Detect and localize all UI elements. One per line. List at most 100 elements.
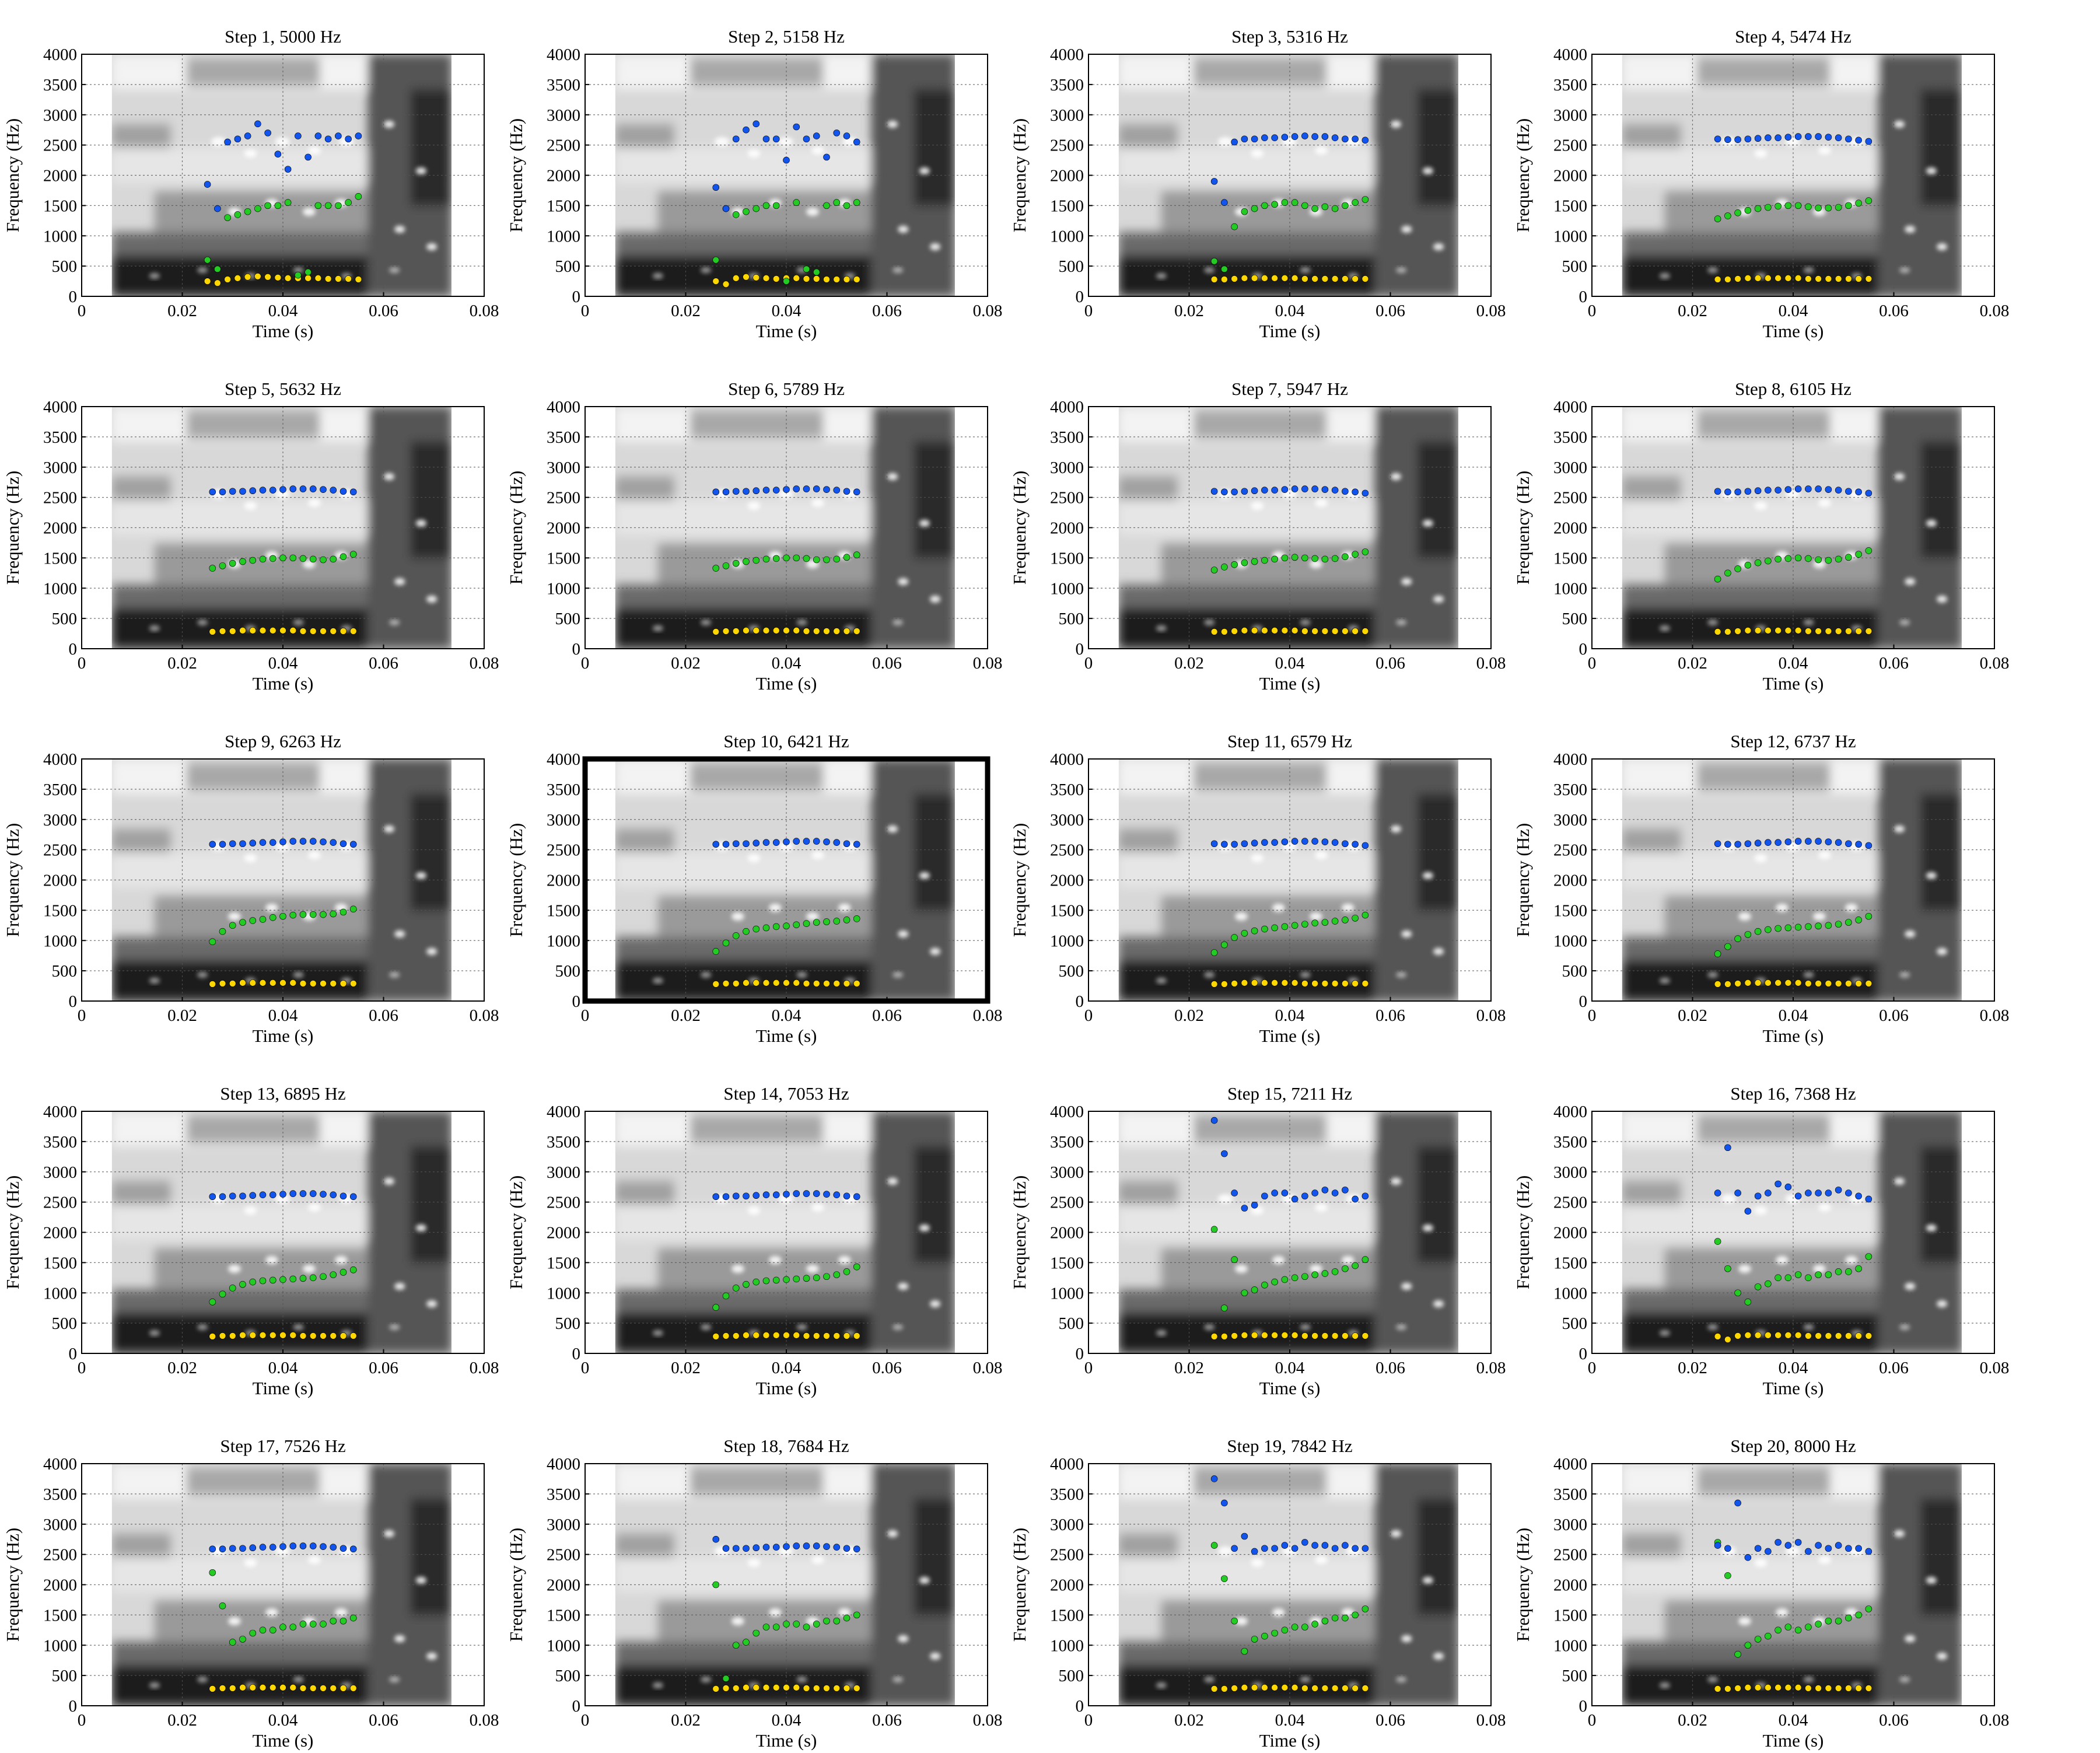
data-point	[1321, 203, 1329, 211]
data-point	[1865, 489, 1873, 497]
data-point	[732, 1192, 740, 1200]
data-point	[1271, 627, 1278, 634]
data-point	[1221, 276, 1228, 283]
x-tick-label: 0.08	[973, 1006, 1003, 1025]
data-point	[793, 275, 800, 282]
data-point	[239, 1192, 246, 1200]
data-point	[239, 919, 246, 926]
y-tick-label: 4000	[1553, 1455, 1587, 1474]
y-tick-label: 500	[555, 257, 581, 276]
x-tick-label: 0.06	[1376, 1359, 1405, 1377]
data-point	[1734, 209, 1741, 216]
panel-title: Step 6, 5789 Hz	[728, 379, 845, 399]
data-point	[349, 905, 357, 913]
data-point	[783, 1543, 790, 1550]
y-tick-labels: 0 500 1000 1500 2000 2500 3000 3500 4000	[547, 1103, 589, 1363]
data-point	[722, 205, 730, 212]
data-point	[1362, 196, 1369, 203]
data-point	[752, 1278, 760, 1286]
data-point	[249, 487, 257, 495]
data-point	[1744, 1554, 1752, 1561]
data-point	[1241, 1332, 1248, 1339]
y-tick-label: 500	[52, 962, 78, 981]
x-tick-label: 0	[581, 1006, 590, 1025]
y-tick-label: 500	[1562, 962, 1588, 981]
data-point	[289, 1684, 297, 1691]
data-point	[1765, 204, 1772, 211]
x-tick-label: 0.02	[1174, 1006, 1204, 1025]
data-point	[335, 275, 342, 282]
y-tick-label: 4000	[547, 398, 580, 417]
y-tick-label: 0	[572, 1697, 581, 1716]
series-3	[204, 120, 362, 212]
panel-step-17: 0 0.02 0.04 0.06 0.08 0 500 1000 1500 2000 2500 300…	[2, 1436, 499, 1751]
data-point	[1301, 628, 1308, 635]
y-tick-label: 1500	[547, 901, 580, 920]
data-point	[1241, 627, 1248, 634]
data-point	[793, 1275, 800, 1283]
data-point	[1805, 1332, 1812, 1339]
x-tick-label: 0	[78, 654, 86, 673]
y-tick-label: 3000	[1553, 1163, 1587, 1182]
data-point	[843, 276, 850, 283]
data-point	[1714, 1685, 1721, 1692]
panel-step-18: 0 0.02 0.04 0.06 0.08 0 500 1000 1500 2000 2500 300…	[506, 1436, 1002, 1751]
y-tick-labels: 0 500 1000 1500 2000 2500 3000 3500 4000	[1050, 1103, 1093, 1363]
y-tick-label: 1500	[1050, 901, 1084, 920]
x-tick-label: 0	[581, 302, 590, 320]
data-point	[1845, 840, 1852, 848]
data-point	[204, 181, 211, 188]
data-point	[1825, 628, 1832, 635]
series-3	[1714, 1499, 1873, 1561]
data-point	[1311, 980, 1318, 987]
data-point	[1221, 941, 1228, 949]
data-point	[1724, 1336, 1731, 1343]
data-point	[1241, 930, 1248, 937]
data-point	[1845, 554, 1852, 561]
data-point	[793, 1332, 800, 1339]
data-point	[355, 132, 362, 139]
data-point	[1210, 178, 1218, 185]
data-point	[1321, 980, 1329, 987]
data-point	[324, 275, 332, 282]
y-tick-label: 1500	[1553, 549, 1587, 568]
y-tick-label: 3000	[1050, 811, 1084, 830]
data-point	[1210, 949, 1218, 956]
data-point	[1241, 1289, 1248, 1297]
data-point	[1221, 564, 1228, 571]
x-tick-label: 0.02	[1174, 1359, 1204, 1377]
data-point	[345, 135, 352, 143]
data-point	[1311, 555, 1318, 562]
data-point	[1734, 935, 1741, 942]
data-point	[793, 554, 800, 562]
data-point	[1774, 202, 1782, 210]
data-point	[340, 553, 347, 561]
data-point	[349, 1266, 357, 1273]
data-point	[1855, 1265, 1862, 1272]
data-point	[1271, 1545, 1278, 1552]
data-point	[752, 1332, 760, 1339]
y-tick-label: 2500	[1553, 137, 1587, 155]
y-tick-label: 1500	[547, 549, 580, 568]
data-point	[1321, 486, 1329, 493]
x-tick-label: 0.08	[1980, 654, 2010, 673]
y-tick-label: 0	[572, 1345, 581, 1363]
data-point	[279, 627, 286, 634]
data-point	[833, 1191, 841, 1198]
data-point	[772, 1684, 780, 1691]
data-point	[813, 275, 820, 282]
data-point	[712, 841, 720, 848]
data-point	[1794, 1626, 1802, 1634]
data-point	[1714, 488, 1721, 495]
data-point	[1311, 628, 1318, 635]
data-point	[1734, 1499, 1741, 1507]
y-tick-label: 1000	[1050, 1636, 1084, 1655]
y-tick-label: 1500	[1050, 1254, 1084, 1272]
data-point	[722, 939, 730, 947]
x-tick-label: 0.06	[872, 654, 902, 673]
data-point	[772, 1623, 780, 1630]
data-point	[1784, 838, 1792, 845]
data-point	[783, 1191, 790, 1198]
data-point	[1271, 201, 1278, 208]
data-point	[1261, 627, 1268, 634]
